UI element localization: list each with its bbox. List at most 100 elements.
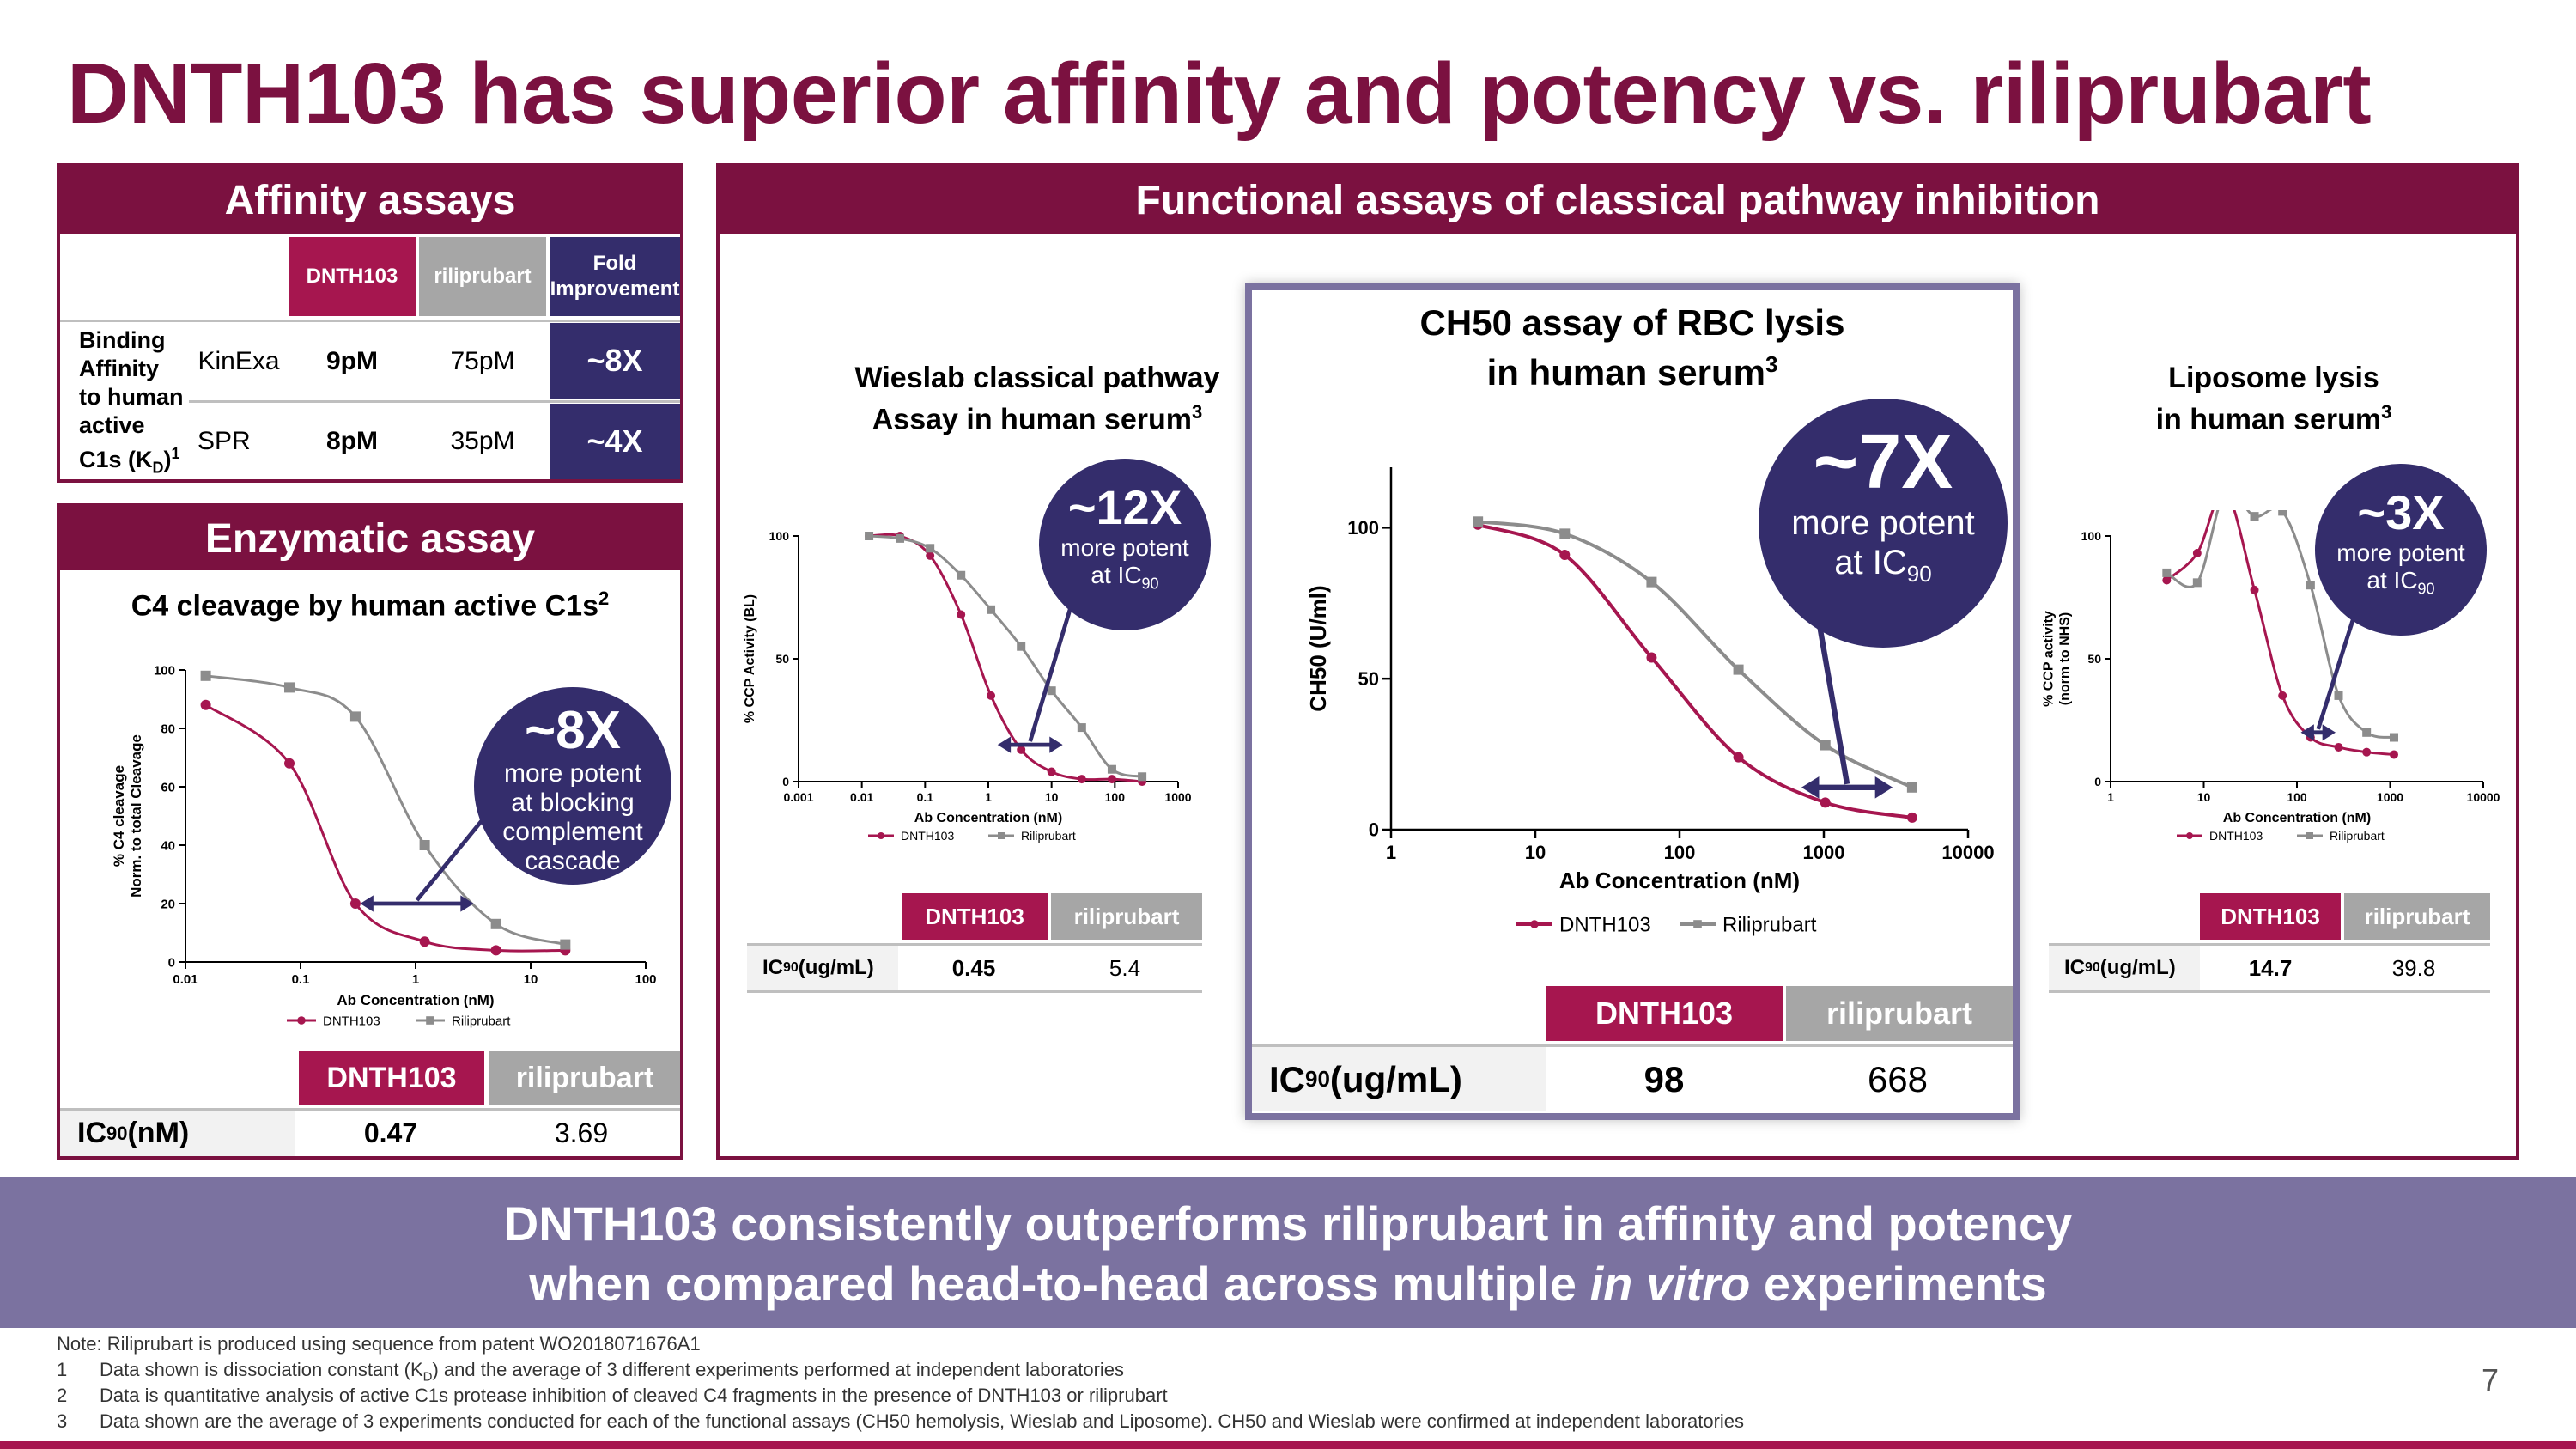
ch50-dnth-point bbox=[1733, 752, 1744, 763]
wieslab-dnth-point bbox=[1017, 745, 1026, 754]
wieslab-dnth-point bbox=[926, 551, 935, 560]
enzymatic-rili-point bbox=[490, 918, 501, 929]
liposome-y-tick-label: 100 bbox=[2081, 529, 2102, 543]
enzymatic-x-tick-label: 100 bbox=[635, 972, 656, 987]
wieslab-bubble-fold: ~12X bbox=[1067, 480, 1182, 534]
ch50-y-axis-label: CH50 (U/ml) bbox=[1305, 585, 1331, 711]
wieslab-x-axis-label: Ab Concentration (nM) bbox=[914, 811, 1062, 825]
wieslab-dnth-point bbox=[987, 691, 996, 700]
enzymatic-legend-label: Riliprubart bbox=[452, 1014, 511, 1028]
liposome-col-rili: riliprubart bbox=[2344, 893, 2490, 940]
liposome-y-tick-label: 0 bbox=[2094, 775, 2101, 788]
liposome-rili-point bbox=[2362, 728, 2372, 737]
ch50-dnth-point bbox=[1646, 652, 1657, 663]
ch50-x-tick-label: 100 bbox=[1664, 842, 1696, 863]
fold-label-2: Improvement bbox=[550, 277, 680, 301]
wieslab-col-rili: riliprubart bbox=[1051, 893, 1202, 940]
ch50-legend-marker bbox=[1693, 920, 1702, 928]
wieslab-rili-point bbox=[1138, 772, 1147, 782]
footnote-2: 2 Data is quantitative analysis of active… bbox=[57, 1385, 1168, 1406]
affinity-fold-kinexa: ~8X bbox=[550, 323, 680, 399]
enzymatic-x-tick-label: 0.01 bbox=[173, 972, 197, 987]
wieslab-y-tick-label: 50 bbox=[775, 652, 789, 666]
bottom-rule bbox=[0, 1441, 2576, 1449]
wieslab-ic-dnth: 0.45 bbox=[951, 954, 996, 981]
liposome-x-tick-label: 1000 bbox=[2377, 790, 2403, 804]
liposome-col-dnth: DNTH103 bbox=[2200, 893, 2341, 940]
liposome-fold-arrow-head-left bbox=[2300, 724, 2314, 741]
wieslab-rili-point bbox=[987, 605, 996, 614]
wieslab-ic-row: IC 90 (ug/mL) 0.45 5.4 bbox=[747, 943, 1202, 993]
ch50-dnth-point bbox=[1820, 797, 1831, 808]
affinity-rili-spr: 35pM bbox=[450, 427, 515, 455]
affinity-col-dnth: DNTH103 bbox=[289, 237, 416, 316]
enzymatic-col-rili: riliprubart bbox=[489, 1051, 680, 1105]
wieslab-bubble: ~12X more potent at IC90 bbox=[1039, 459, 1211, 630]
enzymatic-y-tick-label: 100 bbox=[154, 663, 175, 678]
wieslab-rili-point bbox=[896, 533, 905, 543]
wieslab-dnth-point bbox=[1107, 775, 1116, 784]
enzymatic-ic-row: IC 90 (nM) 0.47 3.69 bbox=[60, 1108, 680, 1156]
enzymatic-dnth-point bbox=[200, 699, 211, 710]
ch50-bubble-fold: ~7X bbox=[1813, 419, 1953, 505]
wieslab-fold-arrow-head-right bbox=[1049, 736, 1063, 753]
wieslab-chart: 0.001 0.01 0.1 1 10 100 1000 0 50 100 Ab Concentra… bbox=[743, 518, 1192, 843]
ch50-y-tick-label: 0 bbox=[1369, 819, 1379, 841]
wieslab-x-tick-label: 10 bbox=[1045, 790, 1059, 804]
enzymatic-dnth-point bbox=[490, 945, 501, 956]
wieslab-rili-point bbox=[1047, 686, 1056, 696]
wieslab-rili-point bbox=[926, 544, 935, 553]
liposome-bubble-fold: ~3X bbox=[2357, 485, 2445, 539]
liposome-series-dnth-line bbox=[2166, 510, 2395, 757]
enzymatic-y-tick-label: 20 bbox=[161, 897, 175, 911]
ch50-col-rili: riliprubart bbox=[1786, 986, 2013, 1041]
wieslab-rili-point bbox=[865, 532, 874, 540]
affinity-row-label: Binding Affinity to human active C1s (KD… bbox=[79, 327, 184, 477]
liposome-ic-label: IC 90 (ug/mL) bbox=[2049, 946, 2200, 990]
affinity-divider-mid bbox=[189, 400, 680, 403]
liposome-ic-row: IC 90 (ug/mL) 14.7 39.8 bbox=[2049, 943, 2490, 993]
enzymatic-x-tick-label: 0.1 bbox=[292, 972, 310, 987]
liposome-y-axis-label-2: (norm to NHS) bbox=[2058, 612, 2073, 705]
liposome-legend-label: Riliprubart bbox=[2330, 829, 2385, 843]
enzymatic-rili-point bbox=[284, 682, 295, 693]
wieslab-x-tick-label: 1000 bbox=[1164, 790, 1191, 804]
wieslab-x-tick-label: 0.001 bbox=[783, 790, 813, 804]
liposome-legend-label: DNTH103 bbox=[2209, 829, 2263, 843]
wieslab-rili-point bbox=[1077, 723, 1086, 733]
enzymatic-rili-point bbox=[419, 840, 430, 850]
liposome-legend-marker bbox=[2186, 832, 2193, 839]
liposome-rili-point bbox=[2389, 733, 2398, 742]
affinity-dnth-spr: 8pM bbox=[326, 427, 378, 455]
wieslab-dnth-point bbox=[957, 610, 966, 619]
enzymatic-dnth-point bbox=[349, 898, 361, 909]
enzymatic-bubble: ~8X more potent at blocking complement c… bbox=[474, 687, 671, 885]
liposome-rili-point bbox=[2162, 568, 2172, 577]
wieslab-legend-label: DNTH103 bbox=[901, 829, 954, 843]
wieslab-chart-title: Wieslab classical pathway Assay in human… bbox=[854, 362, 1220, 436]
enzymatic-fold-arrow-head-right bbox=[460, 895, 474, 912]
wieslab-y-tick-label: 100 bbox=[769, 529, 790, 543]
wieslab-dnth-point bbox=[1077, 775, 1086, 784]
affinity-header: Affinity assays bbox=[60, 167, 680, 234]
affinity-panel: Affinity assays DNTH103 riliprubart Fold… bbox=[57, 163, 683, 483]
liposome-bubble: ~3X more potent at IC90 bbox=[2315, 464, 2487, 636]
enzymatic-y-axis-label-2: Norm. to total Cleavage bbox=[128, 734, 144, 898]
page-title: DNTH103 has superior affinity and potenc… bbox=[67, 46, 2372, 142]
ch50-y-tick-label: 100 bbox=[1347, 517, 1379, 539]
liposome-rili-point bbox=[2192, 578, 2202, 588]
ch50-x-tick-label: 10000 bbox=[1941, 842, 1994, 863]
affinity-method-spr: SPR bbox=[197, 427, 251, 455]
affinity-fold-spr: ~4X bbox=[550, 404, 680, 479]
enzymatic-legend-label: DNTH103 bbox=[323, 1014, 380, 1028]
liposome-dnth-point bbox=[2192, 549, 2202, 558]
footnote-3: 3 Data shown are the average of 3 experim… bbox=[57, 1410, 1745, 1432]
liposome-x-tick-label: 100 bbox=[2287, 790, 2307, 804]
page-number: 7 bbox=[2482, 1362, 2500, 1397]
enzymatic-chart-title: C4 cleavage by human active C1s2 bbox=[131, 588, 610, 623]
ch50-x-tick-label: 10 bbox=[1525, 842, 1546, 863]
enzymatic-legend-marker bbox=[297, 1016, 306, 1025]
wieslab-dnth-point bbox=[1047, 767, 1056, 776]
ch50-x-tick-label: 1000 bbox=[1803, 842, 1845, 863]
enzymatic-y-tick-label: 80 bbox=[161, 721, 175, 736]
